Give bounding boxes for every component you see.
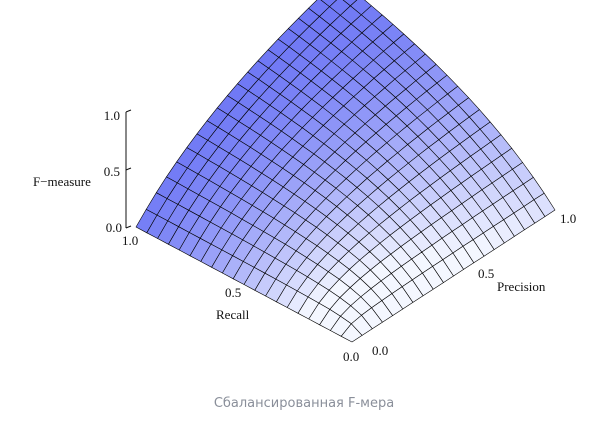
z-tick-1 (125, 109, 132, 113)
y-tick-label-1: 1.0 (560, 211, 576, 226)
z-tick-05 (125, 167, 132, 171)
x-tick-label-05: 0.5 (225, 285, 241, 300)
f-measure-surface-plot: 1.0 0.5 0.0 F−measure 1.0 0.5 0.0 Recall… (33, 0, 576, 364)
z-tick-label-1: 1.0 (104, 108, 120, 123)
z-tick-label-05: 0.5 (104, 164, 120, 179)
x-tick-label-1: 1.0 (122, 233, 138, 248)
z-axis-label: F−measure (33, 174, 91, 189)
y-axis-label: Precision (497, 279, 546, 294)
surface-mesh (135, 0, 556, 343)
z-tick-0 (125, 225, 132, 229)
figure-caption: Сбалансированная F-мера (213, 396, 395, 411)
x-axis-label: Recall (216, 307, 250, 322)
y-tick-label-05: 0.5 (478, 266, 494, 281)
y-tick-label-0: 0.0 (372, 343, 388, 358)
x-tick-label-0: 0.0 (343, 349, 359, 364)
axes: 1.0 0.5 0.0 F−measure 1.0 0.5 0.0 Recall… (33, 108, 576, 364)
surface-cell-0-0 (340, 323, 363, 343)
z-tick-label-0: 0.0 (106, 220, 122, 235)
